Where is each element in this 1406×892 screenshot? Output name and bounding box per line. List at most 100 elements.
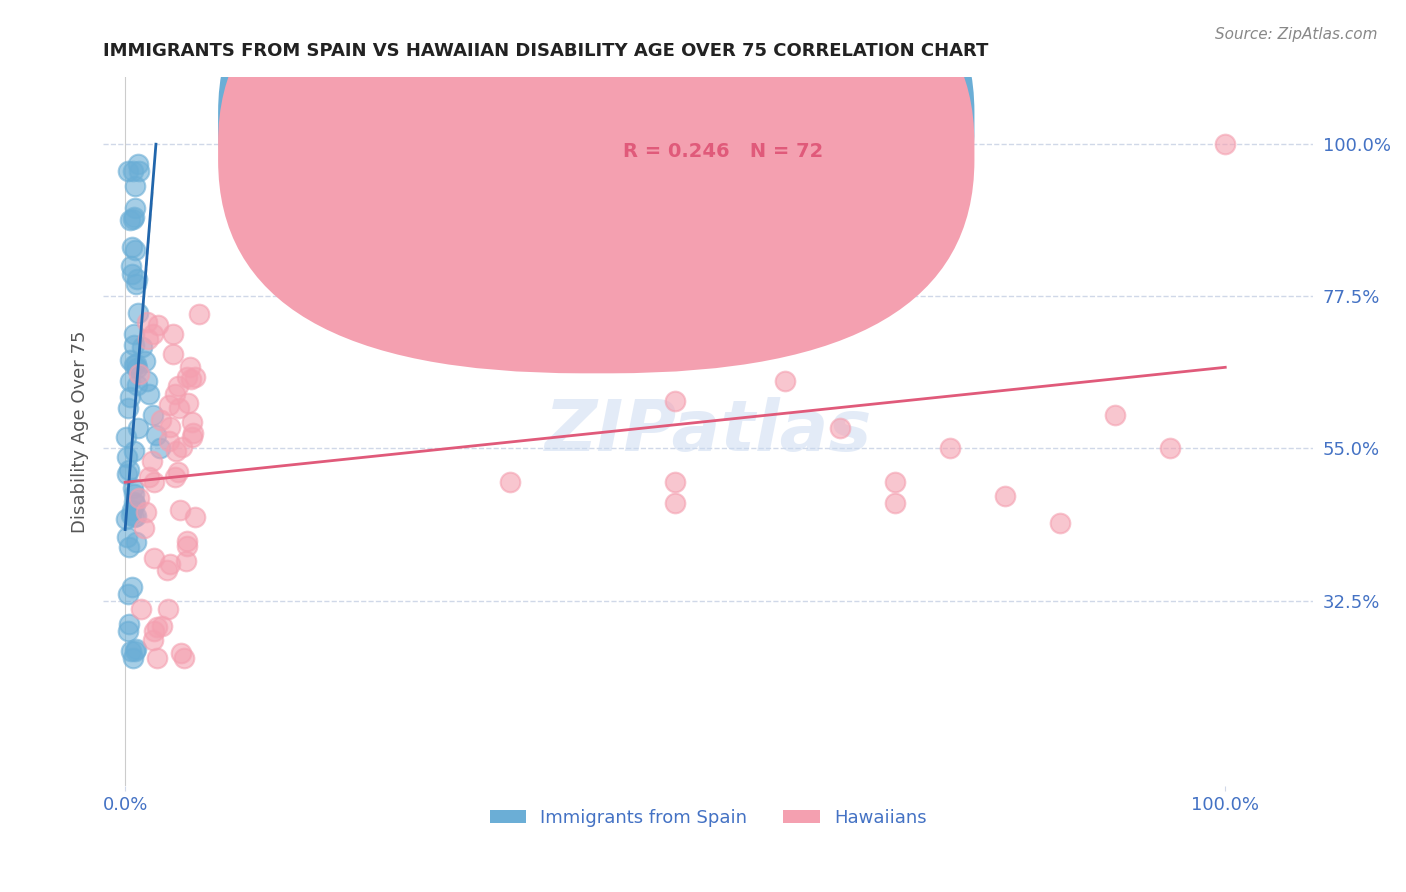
Point xyxy=(115,530,138,544)
Point xyxy=(122,337,145,351)
Point xyxy=(124,179,146,194)
Legend: Immigrants from Spain, Hawaiians: Immigrants from Spain, Hawaiians xyxy=(482,802,934,834)
Point xyxy=(1159,442,1181,456)
Point xyxy=(117,624,139,638)
Point xyxy=(176,539,198,553)
Point xyxy=(124,277,146,291)
Point xyxy=(138,387,160,401)
Point xyxy=(157,434,180,449)
Text: R = 0.246   N = 72: R = 0.246 N = 72 xyxy=(623,142,824,161)
Point xyxy=(187,307,209,321)
FancyBboxPatch shape xyxy=(551,91,914,197)
Point xyxy=(136,332,159,346)
Text: R = 0.410   N = 65: R = 0.410 N = 65 xyxy=(623,112,824,131)
Text: Source: ZipAtlas.com: Source: ZipAtlas.com xyxy=(1215,27,1378,42)
Point xyxy=(117,450,139,464)
Point xyxy=(180,415,202,429)
Point xyxy=(115,430,138,444)
Point xyxy=(1213,137,1236,152)
Point xyxy=(124,644,146,658)
Point xyxy=(122,211,145,225)
Point xyxy=(939,442,962,456)
Point xyxy=(176,534,198,549)
Point xyxy=(499,475,522,490)
Point xyxy=(166,378,188,392)
Point xyxy=(127,157,149,171)
Point xyxy=(149,442,172,456)
Point xyxy=(121,481,143,495)
Point xyxy=(180,372,202,386)
Point xyxy=(127,272,149,286)
Point xyxy=(122,510,145,524)
Point xyxy=(122,486,145,500)
Point xyxy=(146,651,169,665)
Point xyxy=(181,430,204,444)
Point xyxy=(118,463,141,477)
Point xyxy=(155,563,177,577)
Point xyxy=(131,340,153,354)
Point xyxy=(128,367,150,381)
Point xyxy=(173,650,195,665)
Point xyxy=(170,646,193,660)
Point xyxy=(121,212,143,227)
Point xyxy=(132,521,155,535)
Point xyxy=(159,557,181,571)
Point xyxy=(138,470,160,484)
Point xyxy=(499,326,522,341)
Text: ZIPatlas: ZIPatlas xyxy=(544,397,872,466)
Point xyxy=(162,327,184,342)
Point xyxy=(143,475,166,489)
Point xyxy=(159,419,181,434)
Point xyxy=(117,587,139,601)
Point xyxy=(170,440,193,454)
Point xyxy=(157,398,180,412)
Point xyxy=(125,378,148,392)
Point xyxy=(129,602,152,616)
Point xyxy=(181,425,204,440)
Point xyxy=(174,554,197,568)
Point xyxy=(118,353,141,368)
Point xyxy=(121,240,143,254)
Point xyxy=(162,347,184,361)
Point xyxy=(117,401,139,415)
FancyBboxPatch shape xyxy=(218,0,974,374)
Point xyxy=(830,421,852,435)
Point xyxy=(121,164,143,178)
Point xyxy=(128,491,150,505)
Point xyxy=(117,467,139,482)
Point xyxy=(664,495,686,509)
Point xyxy=(179,360,201,375)
FancyBboxPatch shape xyxy=(218,0,974,343)
Point xyxy=(145,620,167,634)
Point xyxy=(136,374,159,388)
Point xyxy=(117,164,139,178)
Point xyxy=(120,259,142,273)
Point xyxy=(184,369,207,384)
Point xyxy=(120,374,142,388)
Point xyxy=(163,469,186,483)
Point xyxy=(145,428,167,442)
Point xyxy=(150,618,173,632)
Point xyxy=(124,201,146,215)
Point xyxy=(142,551,165,566)
Point xyxy=(163,386,186,401)
Point xyxy=(166,465,188,479)
Point xyxy=(125,508,148,523)
Point xyxy=(125,357,148,371)
Point xyxy=(128,164,150,178)
Point xyxy=(135,504,157,518)
Point xyxy=(177,396,200,410)
Text: IMMIGRANTS FROM SPAIN VS HAWAIIAN DISABILITY AGE OVER 75 CORRELATION CHART: IMMIGRANTS FROM SPAIN VS HAWAIIAN DISABI… xyxy=(103,42,988,60)
Point xyxy=(122,443,145,458)
Point xyxy=(142,327,165,342)
Point xyxy=(121,644,143,658)
Point xyxy=(121,267,143,281)
Point xyxy=(169,503,191,517)
Point xyxy=(664,475,686,490)
Point xyxy=(135,314,157,328)
Point xyxy=(127,306,149,320)
Point xyxy=(121,651,143,665)
Point xyxy=(884,475,907,490)
Point xyxy=(121,502,143,516)
Point xyxy=(150,413,173,427)
